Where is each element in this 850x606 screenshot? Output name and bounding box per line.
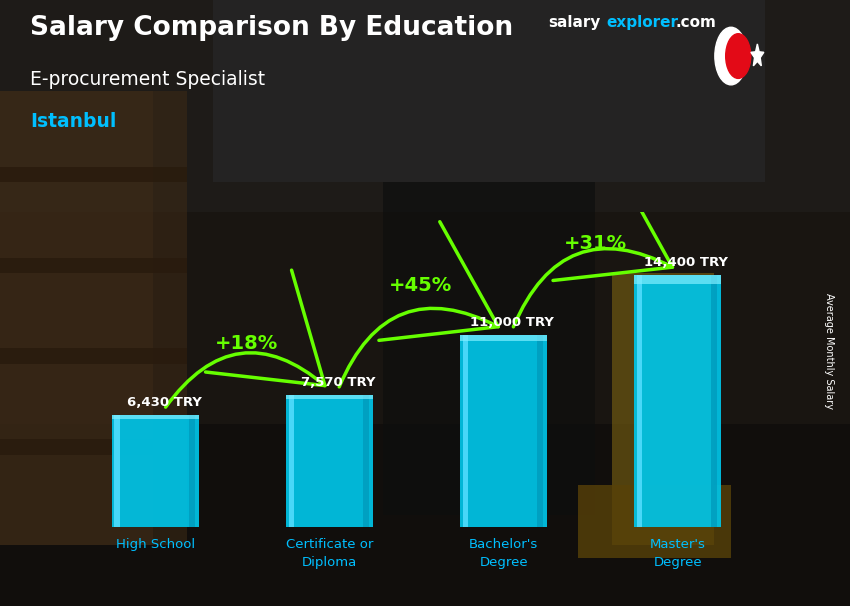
Bar [460, 335, 547, 527]
Bar [637, 275, 642, 527]
Bar [111, 415, 199, 419]
Polygon shape [751, 44, 764, 66]
Bar [578, 485, 731, 558]
Bar [286, 395, 373, 399]
Bar [382, 182, 595, 515]
Bar [288, 395, 294, 527]
Text: .com: .com [676, 15, 717, 30]
Bar [111, 415, 199, 527]
Bar [0, 91, 153, 545]
Bar [711, 275, 717, 527]
Bar [212, 0, 765, 182]
Circle shape [715, 27, 747, 85]
FancyArrowPatch shape [513, 162, 672, 327]
Circle shape [726, 34, 751, 78]
Bar [0, 258, 187, 273]
Text: Istanbul: Istanbul [30, 112, 116, 131]
FancyArrowPatch shape [166, 270, 325, 407]
Text: E-procurement Specialist: E-procurement Specialist [30, 70, 265, 88]
Text: salary: salary [548, 15, 601, 30]
Bar [634, 275, 722, 284]
Bar [189, 415, 195, 527]
Text: explorer: explorer [606, 15, 678, 30]
Bar [0, 91, 187, 545]
Text: +31%: +31% [564, 234, 626, 253]
Bar [0, 424, 850, 606]
Text: Average Monthly Salary: Average Monthly Salary [824, 293, 834, 410]
Bar [634, 275, 722, 527]
FancyArrowPatch shape [339, 222, 498, 387]
Text: 7,570 TRY: 7,570 TRY [301, 376, 376, 388]
Bar [363, 395, 369, 527]
Bar [0, 167, 187, 182]
Bar [460, 335, 547, 341]
Bar [537, 335, 543, 527]
Text: Salary Comparison By Education: Salary Comparison By Education [30, 15, 513, 41]
Bar [0, 0, 850, 212]
Bar [115, 415, 120, 527]
Text: +45%: +45% [389, 276, 452, 295]
Text: 14,400 TRY: 14,400 TRY [644, 256, 728, 269]
Text: 11,000 TRY: 11,000 TRY [470, 316, 554, 328]
Text: +18%: +18% [215, 334, 278, 353]
Bar [286, 395, 373, 527]
Bar [612, 273, 714, 545]
Bar [0, 439, 187, 454]
Bar [0, 348, 187, 364]
Bar [462, 335, 468, 527]
Text: 6,430 TRY: 6,430 TRY [127, 396, 201, 408]
